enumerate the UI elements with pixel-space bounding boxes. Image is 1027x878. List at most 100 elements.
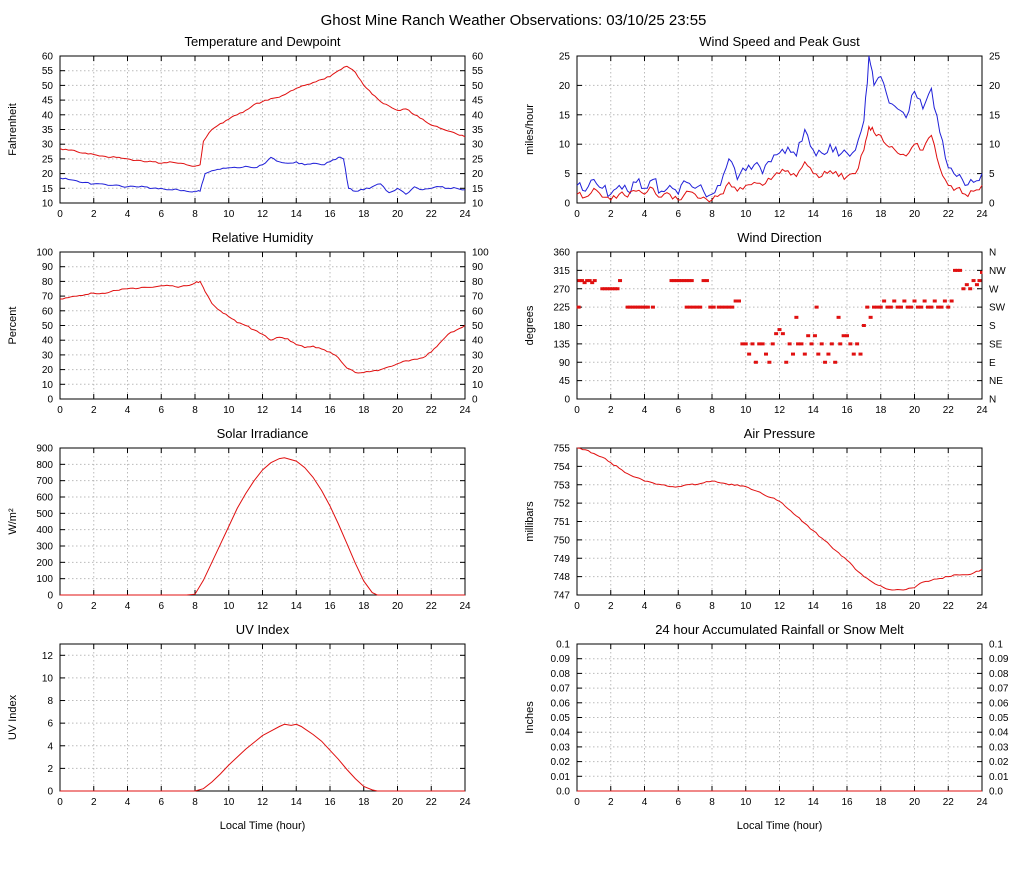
y-tick-label: 10 — [42, 380, 54, 391]
x-tick-label: 6 — [158, 209, 164, 220]
y-tick-label: 0.09 — [551, 654, 571, 665]
y-tick-label-right: 90 — [472, 262, 484, 273]
y-tick-label-right: 0.09 — [989, 654, 1009, 665]
x-tick-label: 24 — [459, 797, 471, 808]
x-tick-label: 16 — [841, 601, 853, 612]
x-tick-label: 0 — [57, 209, 63, 220]
y-tick-label: 755 — [553, 444, 570, 455]
x-tick-label: 18 — [875, 405, 887, 416]
x-tick-label: 0 — [574, 209, 580, 220]
y-tick-label: 180 — [553, 321, 570, 332]
y-tick-label-right: 50 — [472, 321, 484, 332]
x-tick-label: 20 — [392, 405, 404, 416]
y-tick-label: 20 — [42, 169, 54, 180]
x-tick-label: 10 — [740, 797, 752, 808]
y-tick-label: 6 — [47, 719, 53, 730]
x-tick-label: 4 — [642, 601, 648, 612]
x-tick-label: 6 — [158, 797, 164, 808]
x-tick-label: 10 — [223, 797, 235, 808]
x-tick-label: 10 — [740, 601, 752, 612]
chart-uv-index: UV Index 0 2 4 6 8 10 12 14 16 18 20 22 24 0 2 4 6 8 10 12 U… — [2, 619, 507, 837]
x-tick-label: 24 — [459, 209, 471, 220]
x-tick-label: 2 — [91, 209, 97, 220]
y-tick-label-right: SW — [989, 303, 1006, 314]
y-tick-label: 315 — [553, 266, 570, 277]
y-tick-label-right: 0.06 — [989, 698, 1009, 709]
y-tick-label: 753 — [553, 480, 570, 491]
x-tick-label: 24 — [976, 209, 988, 220]
y-tick-label-right: NW — [989, 266, 1006, 277]
y-tick-label-right: 25 — [472, 154, 484, 165]
y-tick-label: 10 — [42, 199, 54, 210]
x-tick-label: 16 — [324, 209, 336, 220]
x-tick-label: 24 — [459, 601, 471, 612]
y-tick-label-right: W — [989, 284, 999, 295]
y-tick-label-right: 0.03 — [989, 742, 1009, 753]
y-tick-label-right: 10 — [472, 380, 484, 391]
y-tick-label-right: 0.05 — [989, 713, 1009, 724]
y-tick-label: 0 — [564, 199, 570, 210]
x-tick-label: 20 — [392, 209, 404, 220]
x-tick-label: 14 — [291, 405, 303, 416]
y-tick-label: 100 — [36, 574, 53, 585]
x-tick-label: 6 — [675, 405, 681, 416]
x-tick-label: 18 — [358, 209, 370, 220]
x-tick-label: 4 — [125, 797, 131, 808]
y-tick-label-right: 0.01 — [989, 772, 1009, 783]
x-tick-label: 20 — [909, 601, 921, 612]
y-tick-label: 700 — [36, 476, 53, 487]
y-tick-label: 25 — [559, 52, 571, 63]
x-tick-label: 6 — [675, 797, 681, 808]
y-tick-label: 40 — [42, 110, 54, 121]
series-line — [60, 723, 465, 792]
y-tick-label: 751 — [553, 517, 570, 528]
series-line — [576, 124, 983, 203]
y-tick-label: 35 — [42, 125, 54, 136]
x-tick-label: 14 — [808, 601, 820, 612]
x-tick-label: 22 — [943, 601, 955, 612]
charts-grid: Temperature and Dewpoint 0 2 4 6 8 10 12 14 16 18… — [0, 31, 1027, 841]
y-tick-label-right: 0.1 — [989, 640, 1003, 651]
chart-canvas-rainfall: 0 2 4 6 8 10 12 14 16 18 20 22 240.0 0.00.01 0.010.02 0… — [524, 640, 1009, 833]
y-tick-label-right: N — [989, 395, 996, 406]
x-tick-label: 20 — [909, 209, 921, 220]
y-tick-label: 0 — [47, 591, 53, 602]
y-tick-label: 50 — [42, 81, 54, 92]
y-tick-label: 225 — [553, 303, 570, 314]
x-tick-label: 0 — [574, 601, 580, 612]
y-tick-label-right: 0.08 — [989, 669, 1009, 680]
y-tick-label: 60 — [42, 306, 54, 317]
x-tick-label: 0 — [57, 601, 63, 612]
y-axis-label: UV Index — [7, 694, 19, 740]
x-tick-label: 16 — [324, 601, 336, 612]
x-tick-label: 8 — [709, 797, 715, 808]
x-tick-label: 14 — [291, 209, 303, 220]
y-tick-label: 70 — [42, 292, 54, 303]
y-tick-label: 20 — [559, 81, 571, 92]
x-tick-label: 2 — [608, 209, 614, 220]
x-tick-label: 20 — [392, 797, 404, 808]
y-tick-label-right: 55 — [472, 66, 484, 77]
y-tick-label: 45 — [42, 96, 54, 107]
y-tick-label-right: 20 — [472, 169, 484, 180]
chart-wind-direction: Wind Direction 0 2 4 6 8 10 12 14 16 18 20 22 24 0 N 45… — [519, 227, 1024, 419]
chart-temperature-dewpoint: Temperature and Dewpoint 0 2 4 6 8 10 12 14 16 18… — [2, 31, 507, 223]
page-title: Ghost Mine Ranch Weather Observations: 0… — [320, 12, 707, 29]
y-tick-label: 20 — [42, 365, 54, 376]
x-tick-label: 10 — [223, 209, 235, 220]
x-tick-label: 2 — [608, 797, 614, 808]
x-tick-label: 0 — [57, 405, 63, 416]
x-tick-label: 0 — [574, 797, 580, 808]
y-tick-label: 40 — [42, 336, 54, 347]
x-tick-label: 6 — [158, 601, 164, 612]
x-tick-label: 6 — [675, 209, 681, 220]
y-tick-label-right: E — [989, 358, 996, 369]
y-tick-label: 15 — [42, 184, 54, 195]
y-tick-label-right: 0 — [472, 395, 478, 406]
y-axis-label: Percent — [7, 307, 19, 345]
y-tick-label: 0.1 — [556, 640, 570, 651]
